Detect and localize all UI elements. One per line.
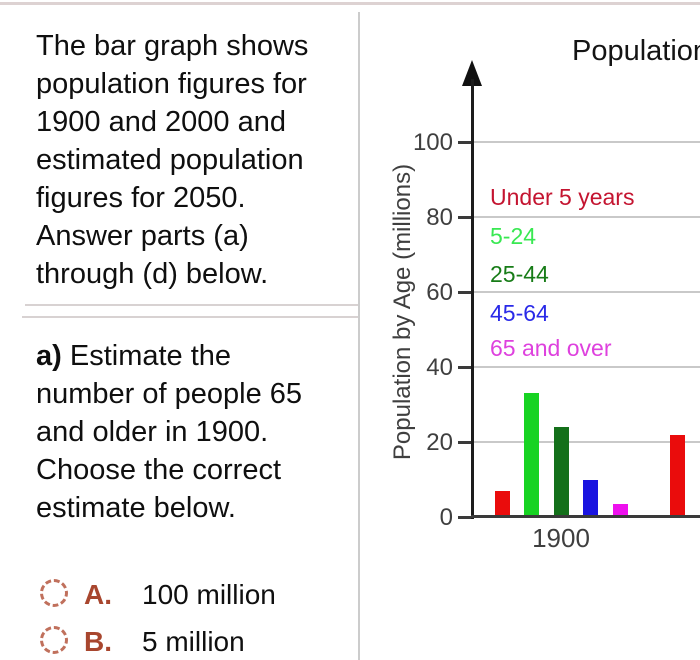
chart-title: Population (572, 35, 700, 67)
problem-statement-line: estimated population (36, 144, 304, 176)
part-a-line: estimate below. (36, 492, 236, 524)
part-a-line: and older in 1900. (36, 416, 269, 448)
top-border-line (0, 2, 700, 5)
problem-statement-line: population figures for (36, 68, 307, 100)
option-a-radio[interactable] (40, 579, 68, 607)
option-b-letter: B. (84, 626, 112, 657)
y-axis-label: Population by Age (millions) (389, 163, 416, 461)
panel-divider (358, 12, 360, 660)
option-b-text: 5 million (142, 626, 245, 657)
problem-statement-line: figures for 2050. (36, 182, 246, 214)
part-a-label: a) (36, 340, 62, 372)
part-a-line-text: Estimate the (69, 340, 232, 372)
answer-option-b[interactable]: B. 5 million (0, 622, 356, 660)
option-a-text: 100 million (142, 579, 276, 610)
part-a-line: Choose the correct (36, 454, 282, 486)
x-axis-line (471, 515, 700, 518)
section-divider (22, 316, 358, 318)
part-a-question: a) Estimate the number of people 65 and … (36, 337, 302, 527)
option-a-letter: A. (84, 579, 112, 610)
problem-statement-line: Answer parts (a) (36, 220, 249, 252)
x-axis-category-label: 1900 (532, 523, 590, 553)
problem-statement-line: through (d) below. (36, 258, 269, 290)
problem-statement: The bar graph shows population figures f… (36, 27, 308, 293)
option-b-radio[interactable] (40, 626, 68, 654)
answer-option-a[interactable]: A. 100 million (0, 576, 356, 618)
section-divider (25, 304, 358, 306)
part-a-line: number of people 65 (36, 378, 303, 410)
problem-statement-line: The bar graph shows (36, 30, 309, 62)
y-axis-arrow-icon (462, 60, 482, 86)
problem-statement-line: 1900 and 2000 and (36, 106, 286, 138)
y-axis-line (471, 79, 474, 519)
part-a-line: a) Estimate the (36, 337, 302, 375)
